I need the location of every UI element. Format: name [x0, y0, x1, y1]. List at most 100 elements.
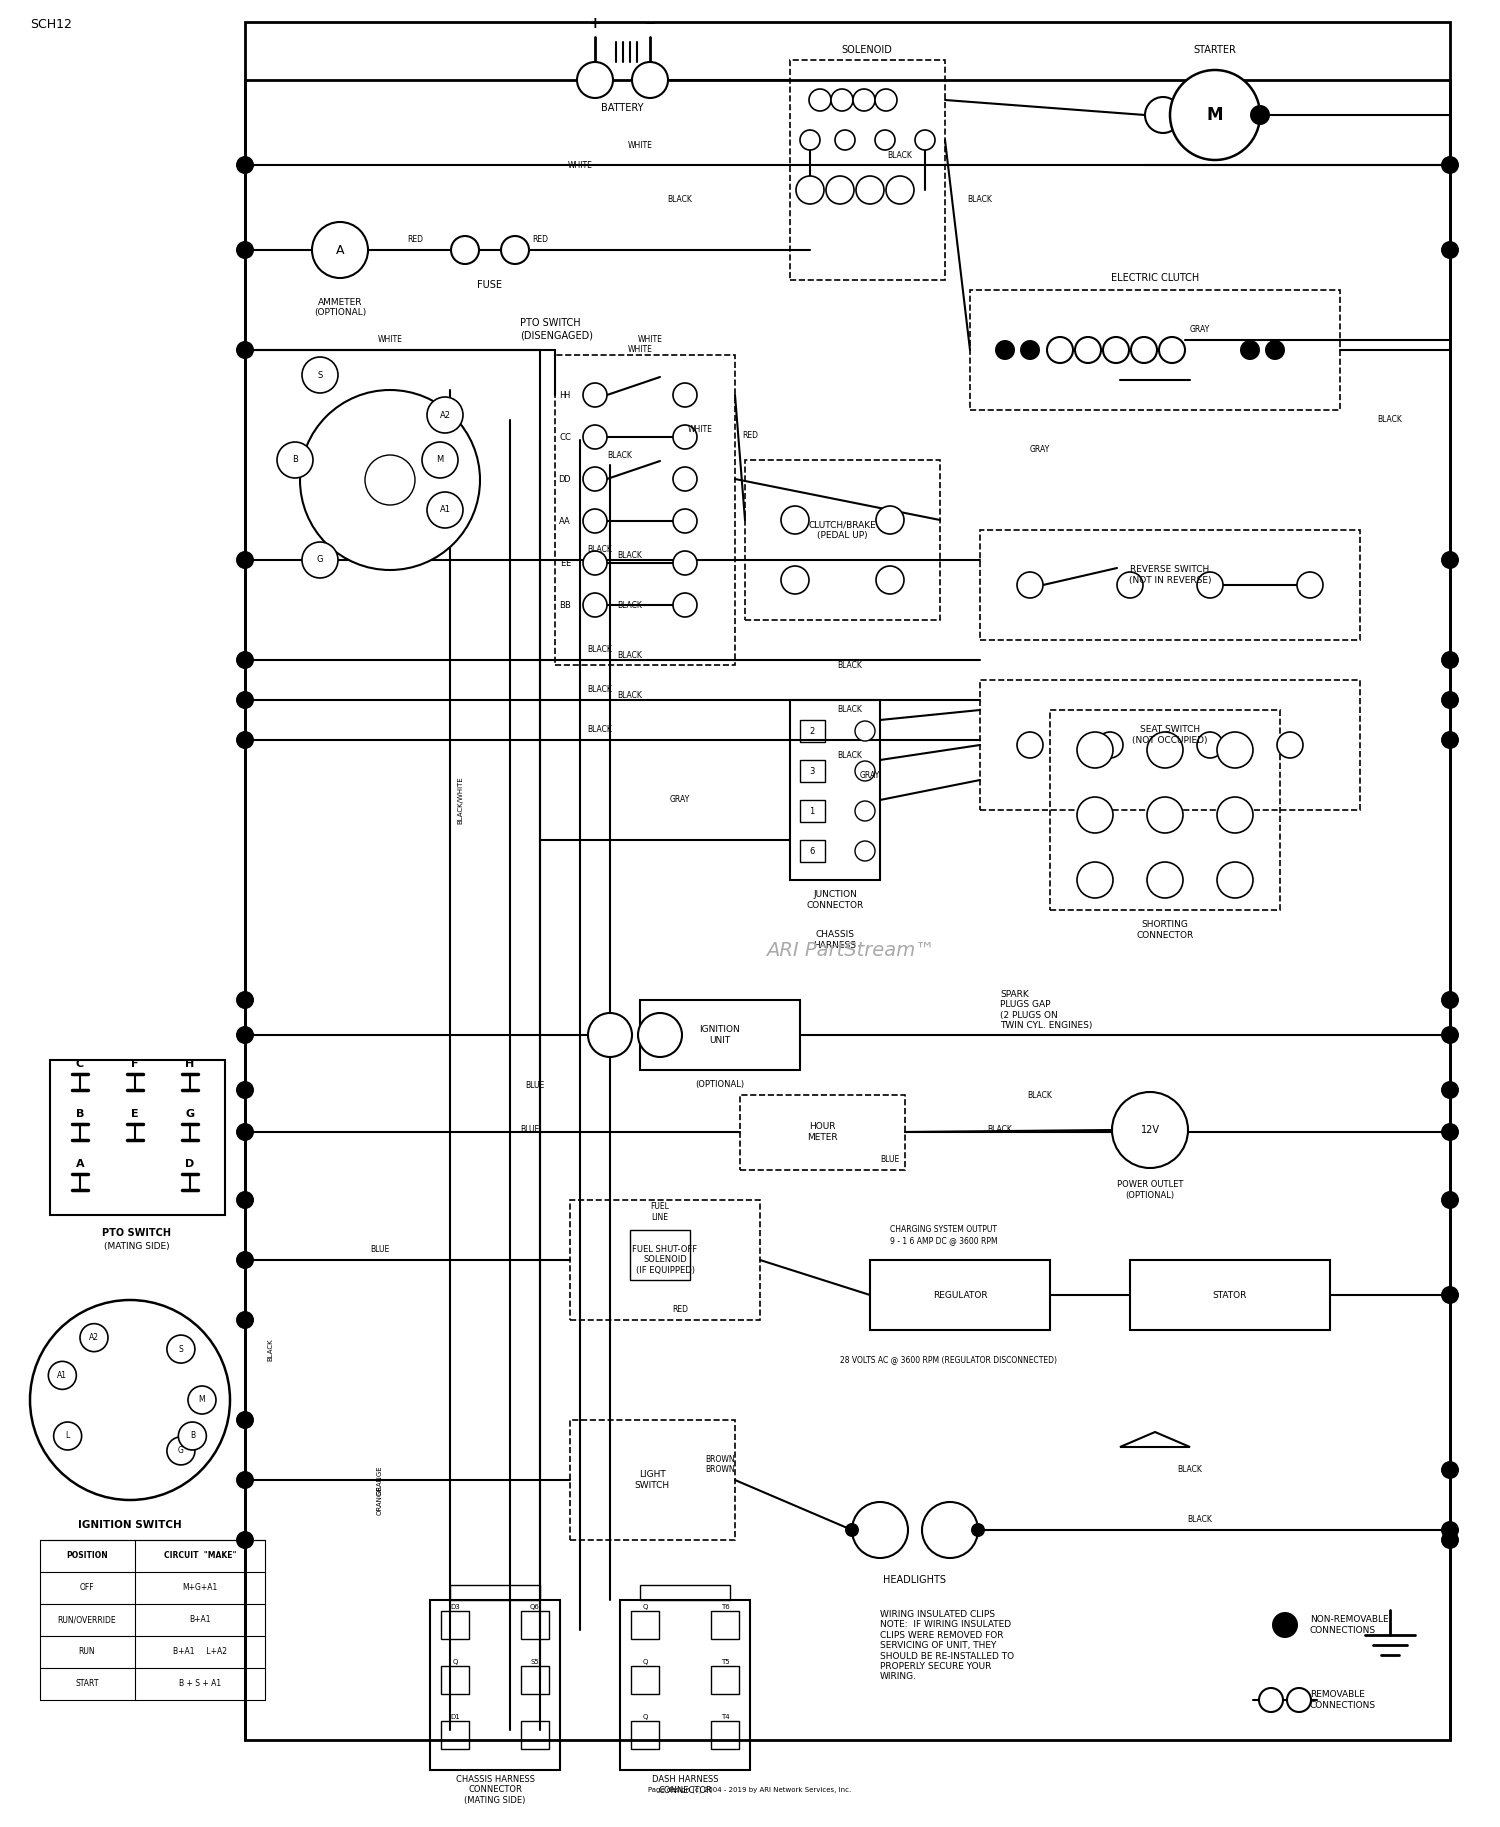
Bar [800, 720, 825, 742]
Circle shape [1112, 1093, 1188, 1167]
Text: BLACK: BLACK [588, 685, 612, 694]
Circle shape [844, 1524, 859, 1537]
Bar [50, 1060, 225, 1215]
Bar [441, 1666, 470, 1694]
Text: BLACK: BLACK [618, 650, 642, 660]
Text: B+A1     L+A2: B+A1 L+A2 [172, 1648, 226, 1657]
Circle shape [1442, 650, 1460, 669]
Text: BLACK: BLACK [608, 451, 633, 460]
Text: BLUE: BLUE [520, 1125, 540, 1135]
Text: F: F [132, 1060, 138, 1069]
Text: SHORTING
CONNECTOR: SHORTING CONNECTOR [1137, 921, 1194, 939]
Text: A: A [75, 1158, 84, 1169]
Bar [441, 1611, 470, 1639]
Circle shape [1272, 1611, 1298, 1639]
Text: BLACK/WHITE: BLACK/WHITE [458, 776, 464, 824]
Text: CIRCUIT  "MAKE": CIRCUIT "MAKE" [164, 1551, 237, 1560]
Circle shape [638, 1012, 682, 1058]
Circle shape [236, 1312, 254, 1328]
Circle shape [302, 543, 338, 577]
Circle shape [1442, 691, 1460, 709]
Text: REGULATOR: REGULATOR [933, 1290, 987, 1299]
Circle shape [1442, 1531, 1460, 1549]
Text: 1: 1 [810, 806, 814, 815]
Text: HEADLIGHTS: HEADLIGHTS [884, 1575, 946, 1586]
Text: BLACK: BLACK [837, 751, 862, 760]
Text: B: B [76, 1109, 84, 1118]
Text: RED: RED [672, 1306, 688, 1314]
Circle shape [827, 175, 854, 205]
Circle shape [674, 510, 698, 533]
Text: (MATING SIDE): (MATING SIDE) [104, 1242, 170, 1251]
Bar [980, 530, 1360, 639]
Text: +: + [588, 16, 602, 31]
Circle shape [236, 1251, 254, 1270]
Circle shape [808, 90, 831, 111]
Bar [711, 1666, 740, 1694]
Circle shape [1442, 1462, 1460, 1480]
Text: BLUE: BLUE [525, 1080, 544, 1089]
Bar [640, 999, 800, 1071]
Text: A: A [564, 517, 570, 526]
Circle shape [886, 175, 914, 205]
Text: B + S + A1: B + S + A1 [178, 1679, 220, 1688]
Text: BLACK: BLACK [618, 601, 642, 610]
Text: BLACK: BLACK [987, 1125, 1012, 1135]
Circle shape [236, 731, 254, 749]
Text: GRAY: GRAY [859, 771, 880, 780]
Text: REVERSE SWITCH
(NOT IN REVERSE): REVERSE SWITCH (NOT IN REVERSE) [1128, 565, 1212, 585]
Circle shape [632, 62, 668, 99]
Circle shape [236, 691, 254, 709]
Text: CHASSIS
HARNESS: CHASSIS HARNESS [813, 930, 856, 950]
Circle shape [166, 1436, 195, 1465]
Bar [790, 60, 945, 280]
Text: ORANGE: ORANGE [376, 1485, 382, 1515]
Circle shape [1148, 797, 1184, 833]
Circle shape [236, 552, 254, 568]
Circle shape [1160, 336, 1185, 364]
Circle shape [584, 510, 608, 533]
Circle shape [782, 506, 808, 533]
Text: B+A1: B+A1 [189, 1615, 210, 1624]
Text: BLACK: BLACK [1178, 1465, 1203, 1474]
Text: C: C [564, 433, 570, 442]
Text: WHITE: WHITE [687, 426, 712, 435]
Text: BLACK: BLACK [1188, 1516, 1212, 1524]
Circle shape [236, 1124, 254, 1142]
Circle shape [501, 236, 530, 263]
Circle shape [312, 223, 368, 278]
Text: AMMETER
(OPTIONAL): AMMETER (OPTIONAL) [314, 298, 366, 318]
Text: 6: 6 [810, 846, 814, 855]
Bar [441, 1721, 470, 1748]
Text: G: G [186, 1109, 195, 1118]
Text: FUEL SHUT-OFF
SOLENOID
(IF EQUIPPED): FUEL SHUT-OFF SOLENOID (IF EQUIPPED) [633, 1244, 698, 1275]
Text: OFF: OFF [80, 1584, 94, 1593]
Text: A: A [560, 517, 566, 526]
Text: T4: T4 [720, 1714, 729, 1719]
Bar [630, 1230, 690, 1281]
Circle shape [278, 442, 314, 479]
Text: 12V: 12V [1140, 1125, 1160, 1135]
Text: G: G [178, 1447, 184, 1456]
Text: GRAY: GRAY [1030, 446, 1050, 455]
Text: BLACK: BLACK [618, 691, 642, 700]
Text: G: G [316, 555, 324, 565]
Circle shape [236, 990, 254, 1009]
Circle shape [994, 340, 1016, 360]
Circle shape [1144, 97, 1180, 133]
Circle shape [1264, 340, 1286, 360]
Circle shape [236, 1191, 254, 1209]
Text: BLACK: BLACK [968, 195, 993, 205]
Text: FUSE: FUSE [477, 280, 502, 290]
Text: FUEL
LINE: FUEL LINE [651, 1202, 669, 1222]
Circle shape [188, 1387, 216, 1414]
Bar [620, 1600, 750, 1770]
Circle shape [1197, 572, 1222, 597]
Text: A2: A2 [440, 411, 450, 420]
Circle shape [674, 594, 698, 618]
Bar [790, 700, 880, 881]
Text: BLACK: BLACK [267, 1339, 273, 1361]
Circle shape [1216, 733, 1252, 767]
Text: BLACK: BLACK [837, 705, 862, 714]
Text: D3: D3 [450, 1604, 460, 1610]
